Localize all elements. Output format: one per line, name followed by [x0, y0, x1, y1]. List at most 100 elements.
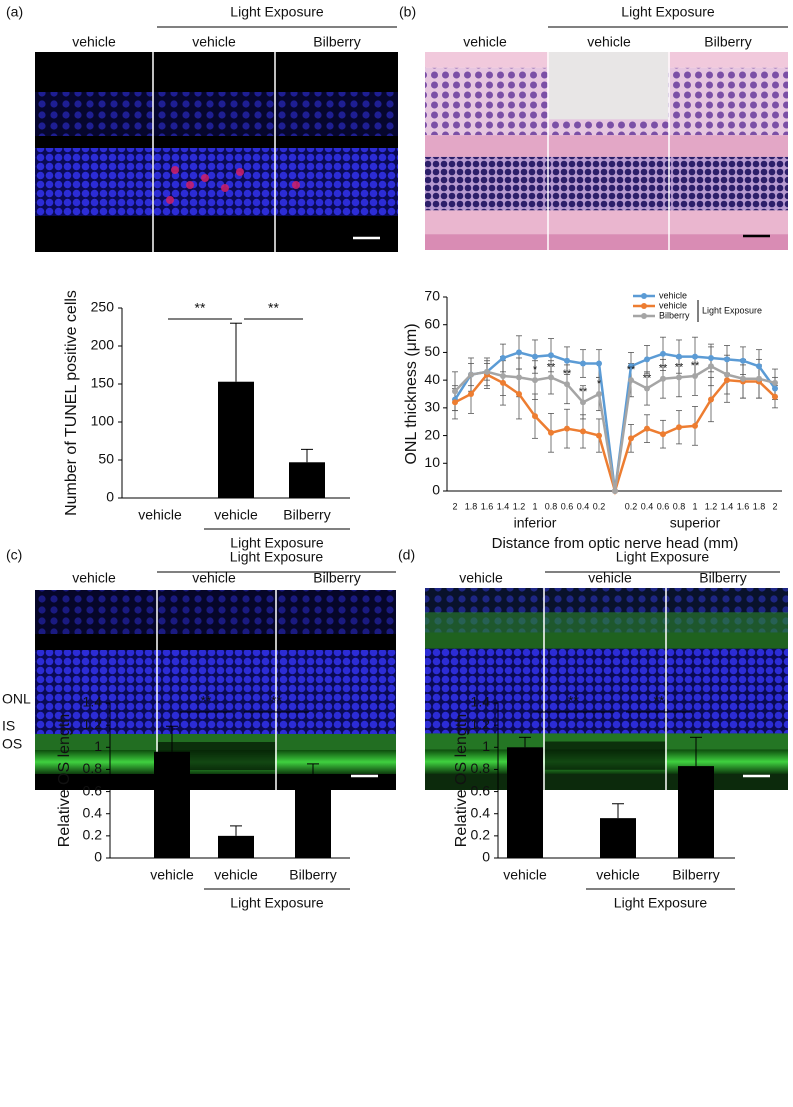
x-tick-label: 1.2 [705, 501, 718, 511]
tunel-cell [166, 196, 174, 204]
error-bar [230, 825, 242, 836]
point [452, 388, 458, 395]
error-bar [519, 736, 531, 748]
legend-label: vehicle [659, 290, 687, 300]
y-tick-label: 0.2 [83, 827, 103, 843]
point [452, 399, 458, 406]
point [596, 432, 602, 439]
tissue-layer [425, 234, 788, 250]
legend-marker [641, 313, 647, 319]
point [628, 377, 634, 384]
bar [289, 462, 325, 498]
point [564, 381, 570, 388]
y-tick-label: 0 [94, 849, 102, 865]
error-bar [230, 322, 242, 382]
bar [507, 747, 543, 858]
y-axis-label: Number of TUNEL positive cells [63, 290, 80, 516]
degenerated-os [545, 741, 665, 770]
point [772, 385, 778, 392]
x-tick-label: 0.2 [625, 501, 638, 511]
y-tick-label: 0.2 [471, 827, 491, 843]
x-tick-label: 2 [452, 501, 457, 511]
y-tick-label: 70 [424, 288, 440, 304]
x-tick-label: 1.4 [497, 501, 510, 511]
green-layer [425, 612, 788, 649]
y-tick-label: 0.6 [471, 782, 491, 798]
significance-label: * [597, 378, 602, 390]
bar [218, 381, 254, 498]
point [756, 363, 762, 370]
micrograph [425, 588, 788, 790]
point [564, 425, 570, 432]
legend-label: vehicle [659, 300, 687, 310]
tissue-layer [425, 210, 788, 235]
column-label: vehicle [192, 570, 236, 586]
y-tick-label: 1 [94, 738, 102, 754]
significance-label: ** [201, 693, 212, 709]
x-tick-label: Bilberry [289, 867, 336, 883]
bar [154, 751, 190, 858]
significance-label: ** [659, 363, 668, 375]
significance-label: ** [627, 364, 636, 376]
x-axis-label: Distance from optic nerve head (mm) [492, 535, 739, 552]
point [596, 391, 602, 397]
micrograph [425, 52, 788, 250]
point [644, 356, 650, 363]
y-tick-label: 40 [424, 371, 440, 387]
tissue-layer [425, 135, 788, 157]
bar [678, 766, 714, 858]
significance-label: ** [563, 368, 572, 380]
tunel-cell [292, 181, 300, 189]
error-bar [612, 803, 624, 819]
panel-label: (d) [398, 547, 415, 563]
point [516, 349, 522, 356]
x-tick-label: 0.4 [577, 501, 590, 511]
significance-label: ** [675, 361, 684, 373]
y-tick-label: 250 [91, 299, 115, 315]
group-label: Light Exposure [230, 549, 324, 565]
point [500, 379, 506, 386]
point [676, 424, 682, 431]
column-label: vehicle [587, 34, 631, 50]
x-tick-label: 1.6 [737, 501, 750, 511]
micrograph [35, 590, 396, 790]
point [516, 374, 522, 381]
y-tick-label: 1.4 [83, 694, 103, 710]
y-tick-label: 20 [424, 426, 440, 442]
significance-label: ** [691, 360, 700, 372]
point [708, 396, 714, 403]
y-tick-label: 200 [91, 337, 115, 353]
y-tick-label: 0.8 [471, 760, 491, 776]
y-tick-label: 50 [424, 343, 440, 359]
tunel-cell [186, 181, 194, 189]
x-tick-label: 0.6 [561, 501, 574, 511]
point [724, 356, 730, 363]
y-axis-label: Relative OS length [56, 714, 73, 847]
x-tick-label: vehicle [138, 507, 182, 523]
point [468, 391, 474, 397]
column-label: vehicle [588, 570, 632, 586]
y-tick-label: 0.4 [471, 804, 491, 820]
point [580, 399, 586, 406]
bar [295, 781, 331, 858]
significance-label: ** [643, 372, 652, 384]
x-tick-label: 1 [692, 501, 697, 511]
error-bar [307, 763, 319, 782]
point [740, 375, 746, 382]
column-label: vehicle [463, 34, 507, 50]
tunel-cell [171, 166, 179, 174]
point [660, 350, 666, 357]
point [628, 435, 634, 442]
y-tick-label: 1.2 [471, 716, 491, 732]
point [532, 413, 538, 420]
tissue-layer [35, 590, 396, 634]
point [644, 385, 650, 392]
bar [600, 818, 636, 858]
legend-marker [641, 293, 647, 299]
panel-label: (c) [6, 547, 22, 563]
row-label: OS [2, 736, 22, 752]
x-tick-label: 0.8 [545, 501, 558, 511]
significance-label: ** [654, 693, 665, 709]
point [484, 368, 490, 375]
